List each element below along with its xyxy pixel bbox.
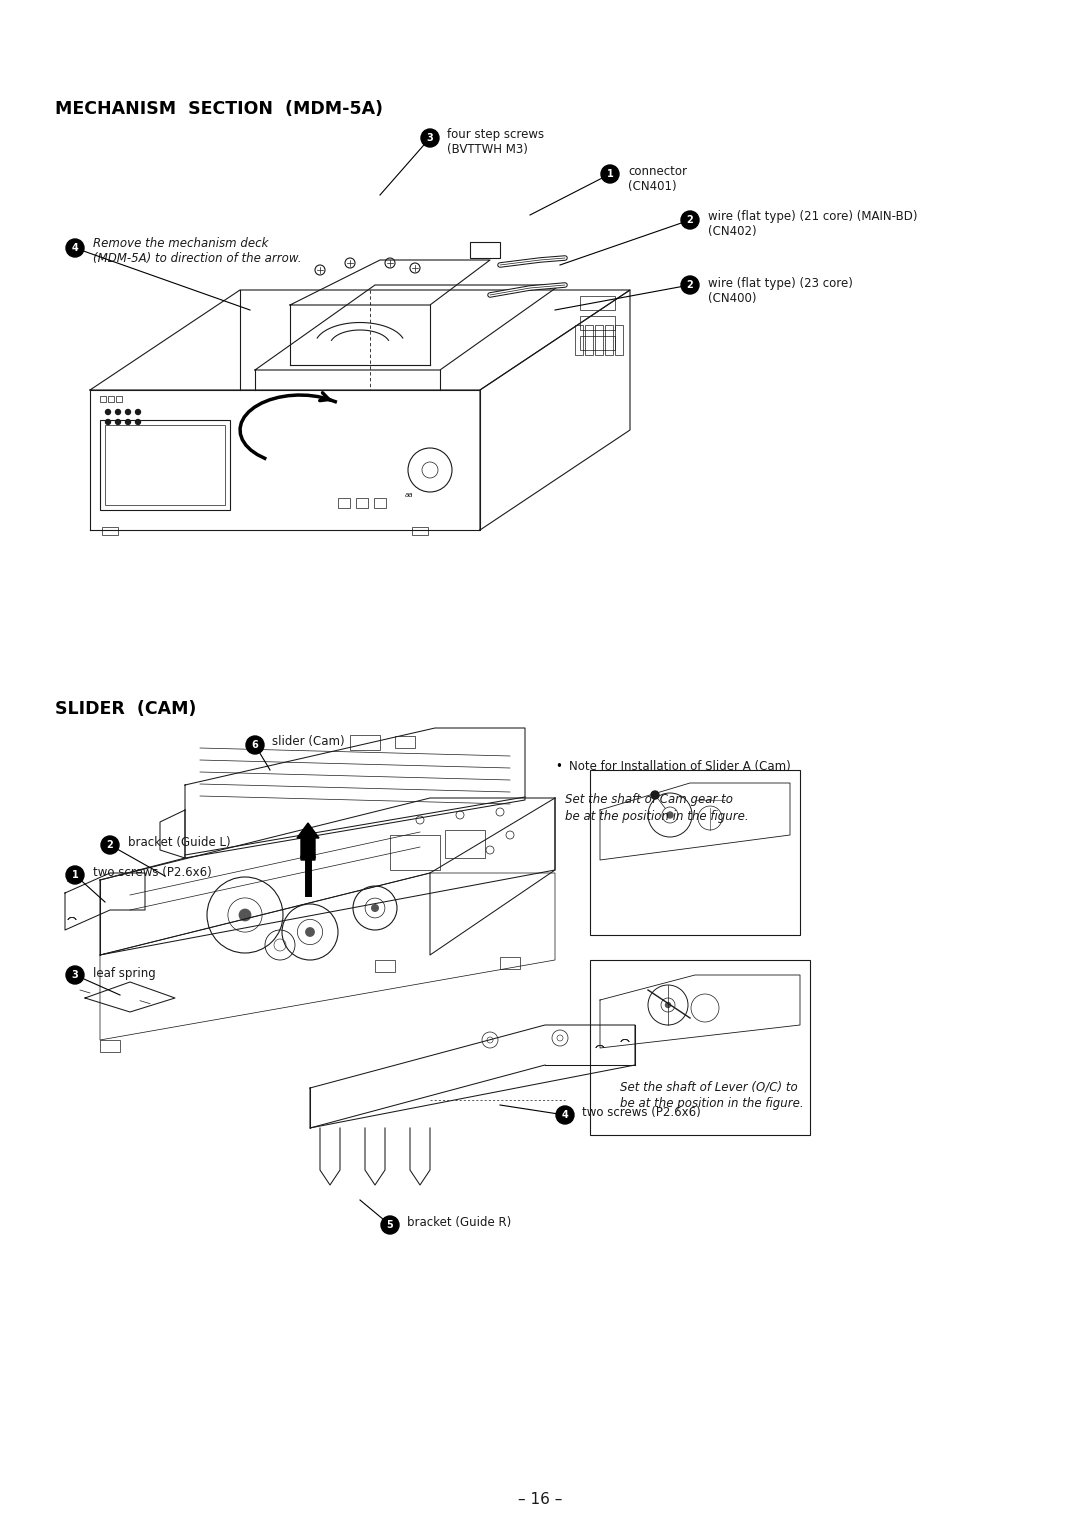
- Text: wire (flat type) (21 core) (MAIN-BD)
(CN402): wire (flat type) (21 core) (MAIN-BD) (CN…: [708, 209, 918, 238]
- Circle shape: [66, 866, 84, 885]
- Circle shape: [600, 165, 619, 183]
- Circle shape: [306, 927, 314, 937]
- Circle shape: [66, 966, 84, 984]
- Bar: [585, 325, 593, 354]
- Bar: [580, 336, 615, 350]
- Text: Set the shaft of Lever (O/C) to
be at the position in the figure.: Set the shaft of Lever (O/C) to be at th…: [620, 1080, 804, 1109]
- Circle shape: [135, 410, 140, 414]
- Circle shape: [125, 420, 131, 425]
- Circle shape: [102, 836, 119, 854]
- Circle shape: [106, 420, 110, 425]
- Bar: [356, 498, 368, 507]
- Bar: [445, 830, 485, 859]
- Text: 2: 2: [687, 215, 693, 225]
- Text: •: •: [555, 759, 562, 773]
- Text: 1: 1: [71, 869, 79, 880]
- Bar: [595, 325, 603, 354]
- Bar: [350, 735, 380, 750]
- Text: Set the shaft of Cam gear to
be at the position in the figure.: Set the shaft of Cam gear to be at the p…: [565, 793, 748, 824]
- Bar: [411, 527, 428, 535]
- Circle shape: [421, 128, 438, 147]
- Circle shape: [681, 277, 699, 293]
- Bar: [108, 396, 114, 402]
- Text: MECHANISM  SECTION  (MDM-5A): MECHANISM SECTION (MDM-5A): [55, 99, 383, 118]
- Text: 4: 4: [71, 243, 79, 254]
- Text: 2: 2: [687, 280, 693, 290]
- Bar: [580, 296, 615, 310]
- Text: four step screws
(BVTTWH M3): four step screws (BVTTWH M3): [447, 128, 544, 156]
- Circle shape: [116, 420, 121, 425]
- Circle shape: [667, 811, 673, 817]
- Circle shape: [240, 909, 251, 921]
- Bar: [374, 498, 386, 507]
- Bar: [100, 396, 106, 402]
- Text: Remove the mechanism deck
(MDM-5A) to direction of the arrow.: Remove the mechanism deck (MDM-5A) to di…: [93, 237, 301, 264]
- Circle shape: [681, 211, 699, 229]
- Text: 5: 5: [387, 1219, 393, 1230]
- Bar: [375, 960, 395, 972]
- Circle shape: [246, 736, 264, 753]
- Bar: [100, 1041, 120, 1051]
- Bar: [102, 527, 118, 535]
- Bar: [470, 241, 500, 258]
- Circle shape: [651, 792, 659, 799]
- Bar: [605, 325, 613, 354]
- Text: slider (Cam): slider (Cam): [272, 735, 345, 749]
- Circle shape: [116, 410, 121, 414]
- Text: – 16 –: – 16 –: [517, 1491, 563, 1507]
- Text: 6: 6: [252, 740, 258, 750]
- Circle shape: [372, 905, 378, 911]
- Bar: [338, 498, 350, 507]
- Text: aa: aa: [405, 492, 414, 498]
- Text: 3: 3: [427, 133, 433, 144]
- Text: wire (flat type) (23 core)
(CN400): wire (flat type) (23 core) (CN400): [708, 277, 853, 306]
- Circle shape: [556, 1106, 573, 1125]
- Text: SLIDER  (CAM): SLIDER (CAM): [55, 700, 197, 718]
- FancyArrow shape: [297, 824, 319, 860]
- Text: connector
(CN401): connector (CN401): [627, 165, 687, 193]
- Bar: [500, 957, 519, 969]
- Text: 4: 4: [562, 1109, 568, 1120]
- Text: 3: 3: [71, 970, 79, 979]
- Circle shape: [381, 1216, 399, 1235]
- Text: bracket (Guide L): bracket (Guide L): [129, 836, 231, 850]
- Bar: [590, 770, 800, 935]
- Text: 2: 2: [107, 840, 113, 850]
- Circle shape: [135, 420, 140, 425]
- Circle shape: [665, 1002, 671, 1007]
- Bar: [100, 420, 230, 510]
- Bar: [615, 325, 623, 354]
- Bar: [575, 325, 583, 354]
- Bar: [390, 834, 440, 869]
- Bar: [116, 396, 122, 402]
- Bar: [105, 425, 225, 504]
- Circle shape: [106, 410, 110, 414]
- Text: two screws (P2.6x6): two screws (P2.6x6): [93, 866, 212, 879]
- Bar: [590, 960, 810, 1135]
- Text: Note for Installation of Slider A (Cam): Note for Installation of Slider A (Cam): [569, 759, 791, 773]
- Circle shape: [125, 410, 131, 414]
- Bar: [580, 316, 615, 330]
- Text: two screws (P2.6x6): two screws (P2.6x6): [582, 1106, 701, 1118]
- Bar: [395, 736, 415, 749]
- Text: 1: 1: [607, 170, 613, 179]
- Text: leaf spring: leaf spring: [93, 967, 156, 979]
- Text: bracket (Guide R): bracket (Guide R): [407, 1216, 511, 1229]
- Circle shape: [66, 238, 84, 257]
